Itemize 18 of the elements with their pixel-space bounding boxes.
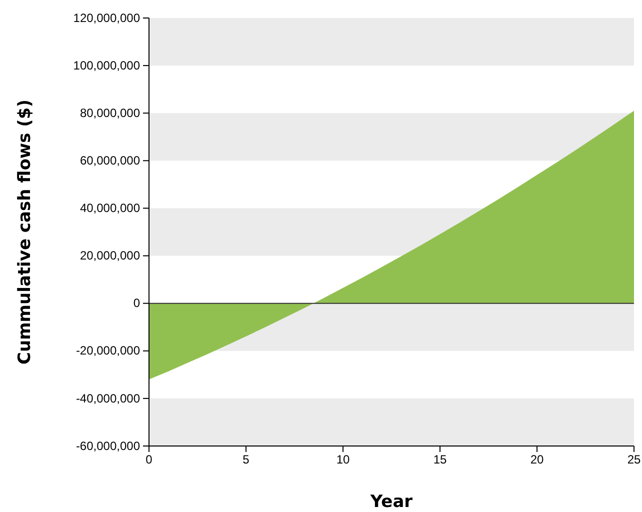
y-tick-label: -20,000,000 (76, 344, 140, 358)
x-tick-label: 10 (336, 452, 350, 467)
y-tick-label: 60,000,000 (80, 154, 140, 168)
y-tick-label: 0 (133, 296, 140, 310)
y-axis-title: Cummulative cash flows ($) (15, 100, 35, 364)
y-tick-label: -40,000,000 (76, 391, 140, 406)
y-tick-label: 100,000,000 (73, 58, 140, 72)
x-axis-title: Year (369, 492, 414, 512)
x-tick-label: 5 (242, 452, 250, 467)
x-tick-label: 0 (146, 452, 153, 467)
y-tick-label: 40,000,000 (80, 201, 140, 216)
x-tick-label: 20 (530, 452, 544, 467)
y-tick-label: 120,000,000 (73, 10, 140, 25)
y-tick-label: 20,000,000 (80, 248, 140, 263)
y-tick-label: 80,000,000 (80, 106, 140, 120)
x-tick-label: 15 (433, 452, 447, 467)
x-tick-label: 25 (627, 452, 641, 467)
y-tick-label: -60,000,000 (76, 438, 140, 453)
